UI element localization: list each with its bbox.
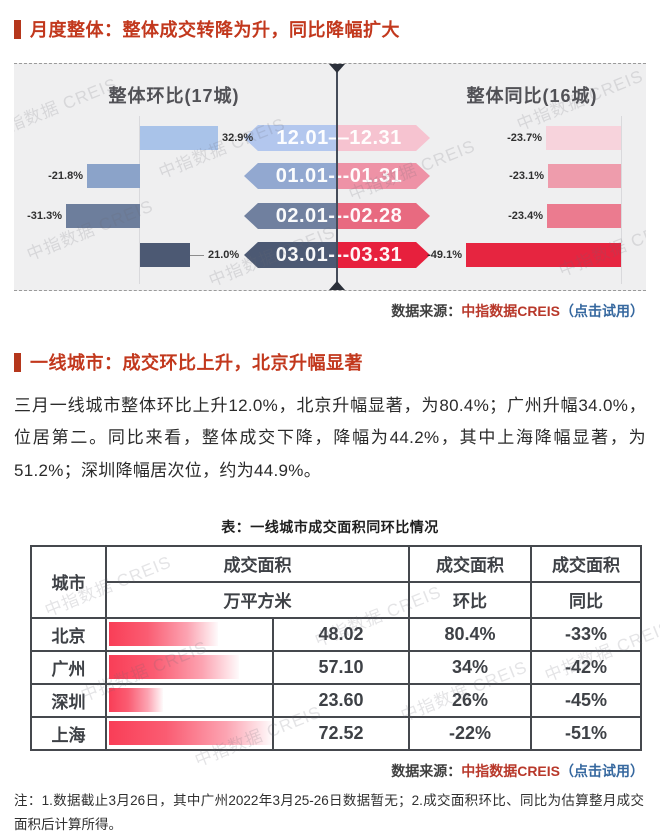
left-axis-line	[139, 116, 140, 284]
mom-cell: -22%	[408, 715, 532, 751]
period-arrow-right	[337, 125, 430, 151]
source-prefix: 数据来源：	[391, 762, 462, 779]
footnote: 注：1.数据截止3月26日，其中广州2022年3月25-26日数据暂无；2.成交…	[14, 792, 644, 832]
right-axis-line	[621, 116, 622, 284]
yoy-cell: -33%	[530, 616, 642, 652]
monthly-butterfly-chart: 整体环比(17城) 整体同比(16城) 32.9% 12.01—12.31 -2…	[14, 63, 646, 291]
watermark: 中指数据 CREIS	[24, 196, 157, 265]
area-bar-cell	[105, 616, 274, 652]
source-trial-link[interactable]: （点击试用）	[560, 303, 644, 319]
area-bar	[109, 622, 218, 647]
red-bullet-bar	[14, 19, 21, 39]
col-header-mom-top: 成交面积	[408, 544, 532, 583]
mom-bar	[140, 243, 190, 267]
table-zone: 表：一线城市成交面积同环比情况 城市 成交面积 成交面积 成交面积 万平方米 环…	[0, 517, 660, 770]
yoy-value-label: -49.1%	[427, 249, 462, 261]
area-bar	[109, 655, 240, 680]
yoy-bar	[466, 243, 621, 267]
area-value-cell: 23.60	[272, 682, 410, 718]
mom-cell: 26%	[408, 682, 532, 718]
yoy-value-label: -23.1%	[509, 170, 544, 182]
col-header-city: 城市	[30, 544, 107, 619]
area-value-cell: 72.52	[272, 715, 410, 751]
area-value-cell: 48.02	[272, 616, 410, 652]
yoy-cell: -45%	[530, 682, 642, 718]
yoy-bar	[547, 204, 621, 228]
mom-value-label: -21.8%	[48, 170, 83, 182]
area-bar	[109, 721, 271, 746]
period-label: 12.01—12.31	[276, 127, 402, 149]
mom-cell: 80.4%	[408, 616, 532, 652]
area-bar	[109, 688, 164, 713]
city-cell: 广州	[30, 649, 107, 685]
chart-right-title: 整体同比(16城)	[466, 86, 598, 106]
yoy-value-label: -23.7%	[507, 132, 542, 144]
col-header-area: 成交面积	[105, 544, 410, 583]
source-brand: 中指数据CREIS	[461, 303, 560, 319]
table-caption: 表：一线城市成交面积同环比情况	[221, 518, 439, 535]
table-row: 广州 57.10 34% -42%	[30, 649, 642, 685]
yoy-bar	[546, 126, 621, 150]
body-paragraph: 三月一线城市整体环比上升12.0%，北京升幅显著，为80.4%；广州升幅34.0…	[14, 396, 646, 480]
section1-title: 月度整体：整体成交转降为升，同比降幅扩大	[30, 20, 400, 40]
center-bottom-arrow-marker	[329, 281, 345, 290]
period-arrow-right	[337, 242, 430, 268]
period-label: 03.01---03.31	[275, 244, 403, 266]
yoy-value-label: -23.4%	[508, 210, 543, 222]
mom-value-label: 21.0%	[208, 249, 240, 261]
city-cell: 北京	[30, 616, 107, 652]
mom-value-label: -31.3%	[27, 210, 62, 222]
data-source-line: 数据来源：中指数据CREIS（点击试用）	[0, 301, 644, 321]
table-row: 深圳 23.60 26% -45%	[30, 682, 642, 718]
section1-header: 月度整体：整体成交转降为升，同比降幅扩大	[14, 16, 646, 42]
table-row: 北京 48.02 80.4% -33%	[30, 616, 642, 652]
period-arrow-left	[244, 242, 337, 268]
city-transaction-table: 城市 成交面积 成交面积 成交面积 万平方米 环比 同比 北京 48.02 80…	[30, 544, 642, 751]
period-label: 01.01---01.31	[275, 165, 403, 187]
city-cell: 上海	[30, 715, 107, 751]
yoy-cell: -42%	[530, 649, 642, 685]
source-brand: 中指数据CREIS	[461, 762, 560, 779]
data-source-line: 数据来源：中指数据CREIS（点击试用）	[0, 761, 644, 781]
mom-bar	[87, 164, 140, 188]
mom-bar	[140, 126, 218, 150]
area-bar-cell	[105, 715, 274, 751]
area-value-cell: 57.10	[272, 649, 410, 685]
period-arrow-right	[337, 163, 430, 189]
red-bullet-bar	[14, 352, 21, 372]
mom-bar	[66, 204, 140, 228]
period-arrow-left	[244, 125, 337, 151]
source-trial-link[interactable]: （点击试用）	[560, 762, 644, 779]
source-prefix: 数据来源：	[391, 303, 462, 319]
center-top-arrow-marker	[329, 64, 345, 73]
label-connector-line	[190, 255, 204, 256]
city-cell: 深圳	[30, 682, 107, 718]
period-arrow-left	[244, 203, 337, 229]
area-bar-cell	[105, 682, 274, 718]
mom-value-label: 32.9%	[222, 132, 254, 144]
col-header-area-unit: 万平方米	[105, 580, 410, 619]
center-axis-line	[336, 72, 338, 282]
chart-left-title: 整体环比(17城)	[108, 86, 240, 106]
section2-header: 一线城市：成交环比上升，北京升幅显著	[14, 349, 646, 375]
col-header-yoy-top: 成交面积	[530, 544, 642, 583]
table-row: 上海 72.52 -22% -51%	[30, 715, 642, 751]
yoy-bar	[548, 164, 621, 188]
yoy-cell: -51%	[530, 715, 642, 751]
period-arrow-right	[337, 203, 430, 229]
period-label: 02.01---02.28	[275, 205, 403, 227]
section2-title: 一线城市：成交环比上升，北京升幅显著	[30, 353, 363, 373]
area-bar-cell	[105, 649, 274, 685]
col-header-mom: 环比	[408, 580, 532, 619]
mom-cell: 34%	[408, 649, 532, 685]
col-header-yoy: 同比	[530, 580, 642, 619]
period-arrow-left	[244, 163, 337, 189]
